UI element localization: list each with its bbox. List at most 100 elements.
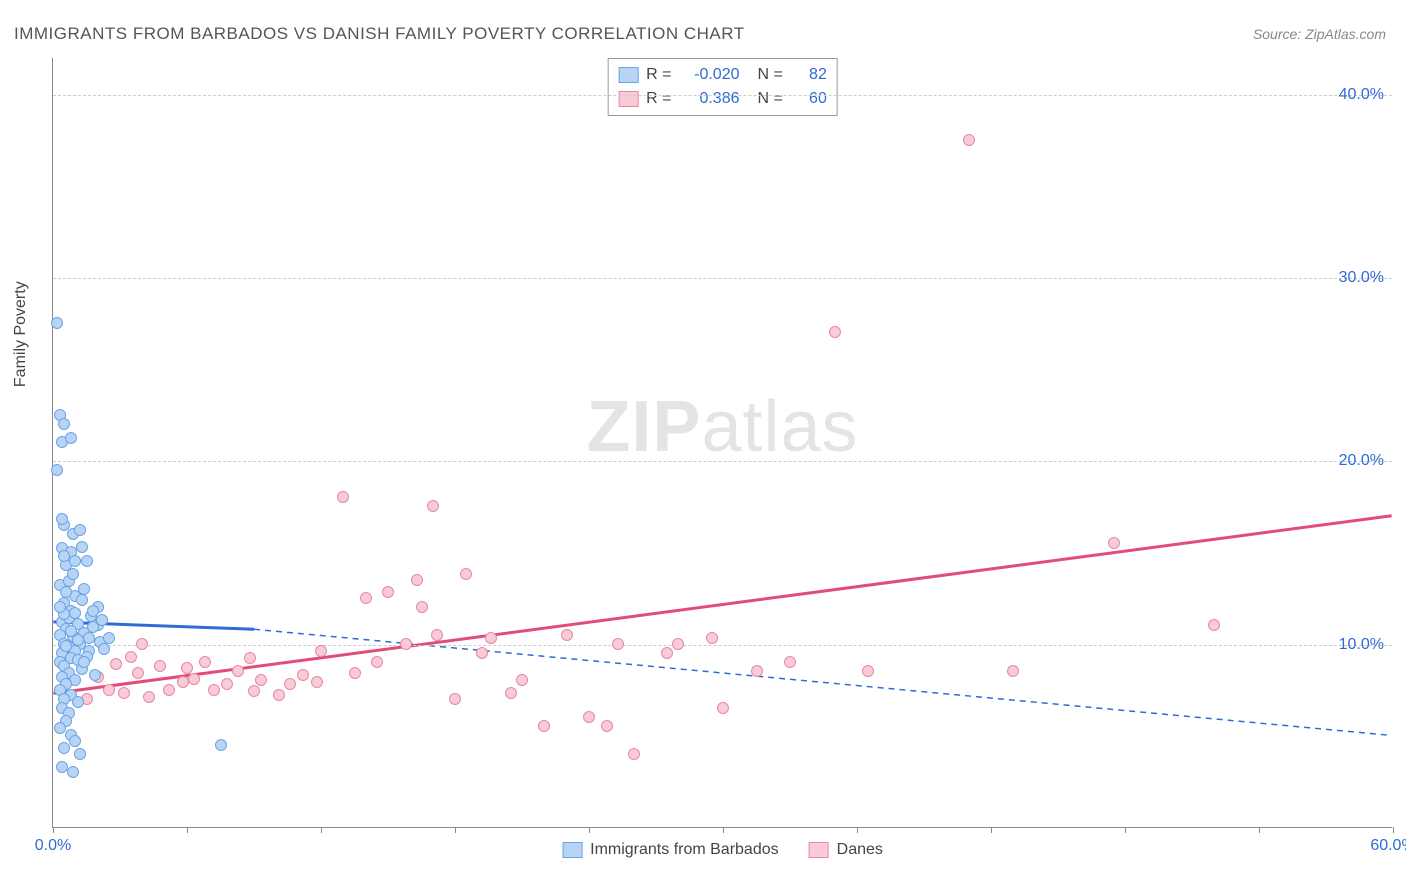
n-label: N = <box>758 63 783 87</box>
data-point-barbados <box>74 524 86 536</box>
data-point-danes <box>538 720 550 732</box>
data-point-barbados <box>60 640 72 652</box>
gridline <box>53 461 1392 462</box>
data-point-danes <box>1108 537 1120 549</box>
data-point-danes <box>449 693 461 705</box>
data-point-danes <box>706 632 718 644</box>
data-point-danes <box>601 720 613 732</box>
y-tick-label: 30.0% <box>1339 269 1384 287</box>
chart-title: IMMIGRANTS FROM BARBADOS VS DANISH FAMIL… <box>14 24 745 44</box>
x-tick-mark <box>53 827 54 833</box>
data-point-danes <box>476 647 488 659</box>
x-tick-mark <box>991 827 992 833</box>
data-point-barbados <box>69 555 81 567</box>
data-point-barbados <box>58 418 70 430</box>
swatch-danes <box>618 91 638 107</box>
data-point-barbados <box>76 541 88 553</box>
data-point-barbados <box>60 586 72 598</box>
data-point-danes <box>311 676 323 688</box>
data-point-danes <box>485 632 497 644</box>
data-point-barbados <box>103 632 115 644</box>
watermark: ZIPatlas <box>586 386 858 468</box>
data-point-barbados <box>51 464 63 476</box>
n-value-barbados: 82 <box>791 63 827 87</box>
bottom-legend: Immigrants from Barbados Danes <box>562 841 883 859</box>
data-point-danes <box>208 684 220 696</box>
data-point-danes <box>232 665 244 677</box>
data-point-danes <box>516 674 528 686</box>
x-tick-mark <box>857 827 858 833</box>
source-attribution: Source: ZipAtlas.com <box>1253 26 1386 42</box>
x-tick-mark <box>723 827 724 833</box>
data-point-danes <box>337 491 349 503</box>
data-point-danes <box>284 678 296 690</box>
data-point-danes <box>118 687 130 699</box>
data-point-danes <box>163 684 175 696</box>
n-value-danes: 60 <box>791 87 827 111</box>
data-point-barbados <box>65 625 77 637</box>
data-point-danes <box>583 711 595 723</box>
data-point-barbados <box>89 669 101 681</box>
data-point-danes <box>612 638 624 650</box>
data-point-danes <box>411 574 423 586</box>
data-point-barbados <box>215 739 227 751</box>
y-tick-label: 40.0% <box>1339 86 1384 104</box>
r-value-danes: 0.386 <box>680 87 740 111</box>
data-point-danes <box>136 638 148 650</box>
data-point-barbados <box>78 656 90 668</box>
data-point-danes <box>199 656 211 668</box>
x-tick-mark <box>1259 827 1260 833</box>
x-tick-mark <box>455 827 456 833</box>
data-point-danes <box>360 592 372 604</box>
gridline <box>53 278 1392 279</box>
x-tick-mark <box>1125 827 1126 833</box>
data-point-danes <box>829 326 841 338</box>
y-tick-label: 20.0% <box>1339 452 1384 470</box>
data-point-danes <box>255 674 267 686</box>
data-point-danes <box>784 656 796 668</box>
data-point-danes <box>154 660 166 672</box>
y-axis-title: Family Poverty <box>12 281 30 387</box>
r-label: R = <box>646 63 671 87</box>
n-label: N = <box>758 87 783 111</box>
data-point-danes <box>862 665 874 677</box>
data-point-danes <box>672 638 684 650</box>
stats-row-danes: R = 0.386 N = 60 <box>618 87 827 111</box>
swatch-danes <box>809 842 829 858</box>
data-point-barbados <box>65 432 77 444</box>
data-point-barbados <box>54 722 66 734</box>
data-point-barbados <box>98 643 110 655</box>
swatch-barbados <box>562 842 582 858</box>
data-point-barbados <box>81 555 93 567</box>
data-point-danes <box>244 652 256 664</box>
legend-item-danes: Danes <box>809 841 883 859</box>
data-point-danes <box>371 656 383 668</box>
legend-label-barbados: Immigrants from Barbados <box>590 841 779 859</box>
data-point-danes <box>110 658 122 670</box>
data-point-danes <box>315 645 327 657</box>
data-point-danes <box>460 568 472 580</box>
data-point-barbados <box>67 568 79 580</box>
data-point-danes <box>400 638 412 650</box>
data-point-danes <box>188 673 200 685</box>
trend-line-solid <box>53 516 1391 694</box>
plot-area: ZIPatlas R = -0.020 N = 82 R = 0.386 N =… <box>52 58 1392 828</box>
data-point-danes <box>297 669 309 681</box>
x-tick-mark <box>1393 827 1394 833</box>
data-point-danes <box>431 629 443 641</box>
data-point-danes <box>963 134 975 146</box>
x-tick-mark <box>321 827 322 833</box>
y-tick-label: 10.0% <box>1339 636 1384 654</box>
data-point-barbados <box>96 614 108 626</box>
data-point-danes <box>1007 665 1019 677</box>
data-point-danes <box>349 667 361 679</box>
gridline <box>53 95 1392 96</box>
data-point-danes <box>132 667 144 679</box>
data-point-danes <box>1208 619 1220 631</box>
data-point-danes <box>628 748 640 760</box>
data-point-barbados <box>78 583 90 595</box>
data-point-barbados <box>72 696 84 708</box>
data-point-danes <box>661 647 673 659</box>
data-point-danes <box>416 601 428 613</box>
data-point-danes <box>427 500 439 512</box>
